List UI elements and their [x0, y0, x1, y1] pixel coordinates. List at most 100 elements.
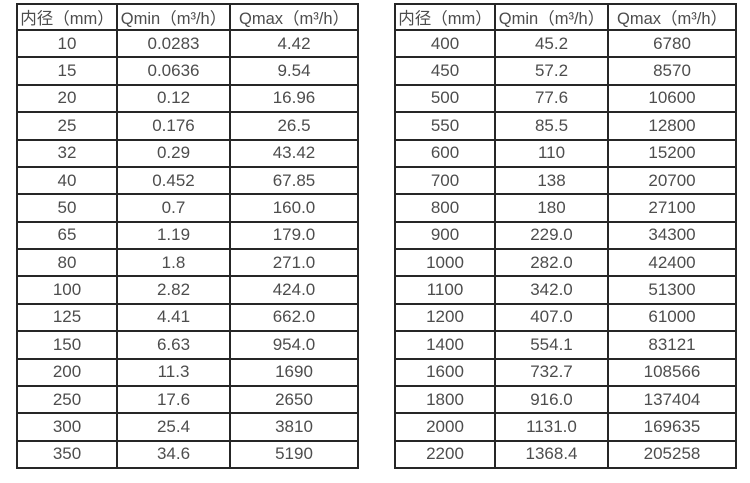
table-cell: 16.96 [229, 83, 359, 114]
table-cell: 15200 [607, 138, 737, 168]
table-cell: 57.2 [494, 56, 609, 86]
table-cell: 9.54 [229, 56, 359, 86]
table-cell: 1400 [394, 330, 496, 360]
table-cell: 65 [16, 220, 118, 251]
table-row: 2200 1368.4 205258 [394, 439, 737, 470]
table-row: 1200 407.0 61000 [394, 302, 737, 333]
table-cell: 0.29 [116, 138, 231, 168]
table-cell: 20700 [607, 165, 737, 196]
table-row: 1400 554.1 83121 [394, 330, 737, 360]
table-cell: 160.0 [229, 193, 359, 223]
table-cell: 10 [16, 28, 118, 59]
table-cell: 51300 [607, 275, 737, 305]
table-header-row: 内径（mm） Qmin（m³/h） Qmax（m³/h） [394, 3, 737, 31]
tables-container: 内径（mm） Qmin（m³/h） Qmax（m³/h） 10 0.0283 4.42 15… [16, 3, 737, 470]
table-cell: 4.42 [229, 28, 359, 59]
table-cell: 150 [16, 330, 118, 360]
table-cell: 250 [16, 384, 118, 415]
table-cell: 50 [16, 193, 118, 223]
table-cell: 300 [16, 412, 118, 442]
table-cell: 916.0 [494, 384, 609, 415]
table-cell: 0.7 [116, 193, 231, 223]
table-cell: 954.0 [229, 330, 359, 360]
table-row: 350 34.6 5190 [16, 439, 359, 470]
table-row: 15 0.0636 9.54 [16, 56, 359, 86]
flow-range-table-right: 内径（mm） Qmin（m³/h） Qmax（m³/h） 400 45.2 6780 450… [394, 3, 737, 470]
table-cell: 10600 [607, 83, 737, 114]
table-cell: 0.0283 [116, 28, 231, 59]
table-cell: 205258 [607, 439, 737, 470]
table-cell: 80 [16, 247, 118, 278]
table-cell: 180 [494, 193, 609, 223]
table-cell: 138 [494, 165, 609, 196]
table-row: 20 0.12 16.96 [16, 83, 359, 114]
table-row: 25 0.176 26.5 [16, 111, 359, 141]
table-cell: 20 [16, 83, 118, 114]
table-cell: 271.0 [229, 247, 359, 278]
table-cell: 0.12 [116, 83, 231, 114]
table-cell: 342.0 [494, 275, 609, 305]
table-cell: 40 [16, 165, 118, 196]
table-row: 65 1.19 179.0 [16, 220, 359, 251]
table-cell: 108566 [607, 357, 737, 387]
table-cell: 600 [394, 138, 496, 168]
table-cell: 100 [16, 275, 118, 305]
table-header-row: 内径（mm） Qmin（m³/h） Qmax（m³/h） [16, 3, 359, 31]
table-row: 900 229.0 34300 [394, 220, 737, 251]
table-cell: 67.85 [229, 165, 359, 196]
table-cell: 550 [394, 111, 496, 141]
table-row: 450 57.2 8570 [394, 56, 737, 86]
table-cell: 554.1 [494, 330, 609, 360]
table-cell: 17.6 [116, 384, 231, 415]
table-cell: 12800 [607, 111, 737, 141]
table-row: 600 110 15200 [394, 138, 737, 168]
table-cell: 407.0 [494, 302, 609, 333]
table-cell: 1.8 [116, 247, 231, 278]
table-row: 125 4.41 662.0 [16, 302, 359, 333]
table-row: 100 2.82 424.0 [16, 275, 359, 305]
table-cell: 800 [394, 193, 496, 223]
table-row: 700 138 20700 [394, 165, 737, 196]
table-cell: 1.19 [116, 220, 231, 251]
table-cell: 61000 [607, 302, 737, 333]
table-cell: 25.4 [116, 412, 231, 442]
table-cell: 500 [394, 83, 496, 114]
table-cell: 1600 [394, 357, 496, 387]
table-cell: 6.63 [116, 330, 231, 360]
table-cell: 400 [394, 28, 496, 59]
table-cell: 34300 [607, 220, 737, 251]
table-cell: 1200 [394, 302, 496, 333]
table-row: 200 11.3 1690 [16, 357, 359, 387]
table-cell: 169635 [607, 412, 737, 442]
table-row: 250 17.6 2650 [16, 384, 359, 415]
table-row: 80 1.8 271.0 [16, 247, 359, 278]
table-cell: 25 [16, 111, 118, 141]
table-cell: 83121 [607, 330, 737, 360]
table-cell: 1800 [394, 384, 496, 415]
table-cell: 110 [494, 138, 609, 168]
table-cell: 900 [394, 220, 496, 251]
table-cell: 2650 [229, 384, 359, 415]
table-row: 2000 1131.0 169635 [394, 412, 737, 442]
table-cell: 1690 [229, 357, 359, 387]
table-row: 32 0.29 43.42 [16, 138, 359, 168]
column-header: 内径（mm） [394, 3, 496, 31]
table-cell: 137404 [607, 384, 737, 415]
table-cell: 34.6 [116, 439, 231, 470]
table-cell: 1100 [394, 275, 496, 305]
table-cell: 4.41 [116, 302, 231, 333]
table-row: 40 0.452 67.85 [16, 165, 359, 196]
column-header: Qmin（m³/h） [116, 3, 231, 31]
table-cell: 8570 [607, 56, 737, 86]
table-cell: 0.0636 [116, 56, 231, 86]
table-cell: 700 [394, 165, 496, 196]
table-cell: 77.6 [494, 83, 609, 114]
table-row: 300 25.4 3810 [16, 412, 359, 442]
column-header: Qmax（m³/h） [607, 3, 737, 31]
table-cell: 11.3 [116, 357, 231, 387]
table-cell: 282.0 [494, 247, 609, 278]
table-row: 50 0.7 160.0 [16, 193, 359, 223]
table-cell: 0.176 [116, 111, 231, 141]
table-cell: 32 [16, 138, 118, 168]
